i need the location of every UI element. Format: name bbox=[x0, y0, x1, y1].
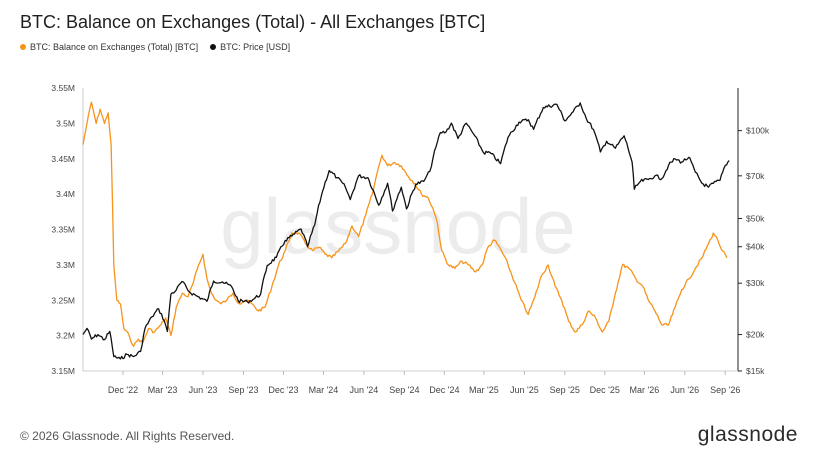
x-tick-label: Sep '26 bbox=[710, 385, 740, 395]
x-tick-label: Mar '24 bbox=[309, 385, 339, 395]
y-axis-right: $15k $20k $30k $40k $50k $70k $100k bbox=[738, 126, 770, 376]
y-right-tick-label: $30k bbox=[746, 278, 765, 288]
x-tick-label: Jun '23 bbox=[189, 385, 218, 395]
y-left-tick-label: 3.45M bbox=[51, 154, 75, 164]
legend-item-balance[interactable]: BTC: Balance on Exchanges (Total) [BTC] bbox=[20, 42, 198, 52]
y-right-tick-label: $40k bbox=[746, 242, 765, 252]
plot-series bbox=[82, 101, 730, 360]
y-left-tick-label: 3.55M bbox=[51, 83, 75, 93]
series-line-balance bbox=[82, 101, 728, 347]
y-right-tick-label: $20k bbox=[746, 330, 765, 340]
x-tick-label: Sep '24 bbox=[389, 385, 419, 395]
y-right-tick-label: $50k bbox=[746, 213, 765, 223]
legend-label-price: BTC: Price [USD] bbox=[220, 42, 291, 52]
legend-item-price[interactable]: BTC: Price [USD] bbox=[210, 42, 290, 52]
x-tick-label: Mar '26 bbox=[629, 385, 659, 395]
y-left-tick-label: 3.4M bbox=[56, 189, 75, 199]
chart-title: BTC: Balance on Exchanges (Total) - All … bbox=[20, 12, 486, 32]
legend-dot-balance bbox=[20, 44, 26, 50]
x-tick-label: Jun '26 bbox=[670, 385, 699, 395]
x-tick-label: Jun '25 bbox=[510, 385, 539, 395]
x-tick-label: Jun '24 bbox=[350, 385, 379, 395]
legend-dot-price bbox=[210, 44, 217, 50]
copyright-text: © 2026 Glassnode. All Rights Reserved. bbox=[20, 429, 235, 443]
y-left-tick-label: 3.35M bbox=[51, 225, 75, 235]
series-line-price bbox=[82, 102, 730, 360]
y-left-tick-label: 3.3M bbox=[56, 260, 75, 270]
y-left-tick-label: 3.2M bbox=[56, 331, 75, 341]
y-left-tick-label: 3.5M bbox=[56, 118, 75, 128]
y-right-tick-label: $100k bbox=[746, 126, 770, 136]
legend: BTC: Balance on Exchanges (Total) [BTC] … bbox=[20, 42, 290, 52]
x-tick-label: Dec '24 bbox=[429, 385, 459, 395]
x-tick-label: Mar '25 bbox=[469, 385, 499, 395]
legend-label-balance: BTC: Balance on Exchanges (Total) [BTC] bbox=[30, 42, 199, 52]
x-axis: Dec '22 Mar '23 Jun '23 Sep '23 Dec '23 Mar '… bbox=[108, 371, 740, 395]
x-tick-label: Mar '23 bbox=[148, 385, 178, 395]
x-tick-label: Sep '25 bbox=[550, 385, 580, 395]
x-tick-label: Dec '22 bbox=[108, 385, 138, 395]
x-tick-label: Sep '23 bbox=[228, 385, 258, 395]
x-tick-label: Dec '25 bbox=[590, 385, 620, 395]
y-right-tick-label: $15k bbox=[746, 366, 765, 376]
y-right-tick-label: $70k bbox=[746, 171, 765, 181]
x-tick-label: Dec '23 bbox=[268, 385, 298, 395]
glassnode-logo[interactable]: glassnode bbox=[697, 423, 798, 446]
y-left-tick-label: 3.15M bbox=[51, 366, 75, 376]
y-axis-left: 3.15M 3.2M 3.25M 3.3M 3.35M 3.4M 3.45M 3.5M 3.55… bbox=[51, 83, 75, 376]
y-left-tick-label: 3.25M bbox=[51, 295, 75, 305]
